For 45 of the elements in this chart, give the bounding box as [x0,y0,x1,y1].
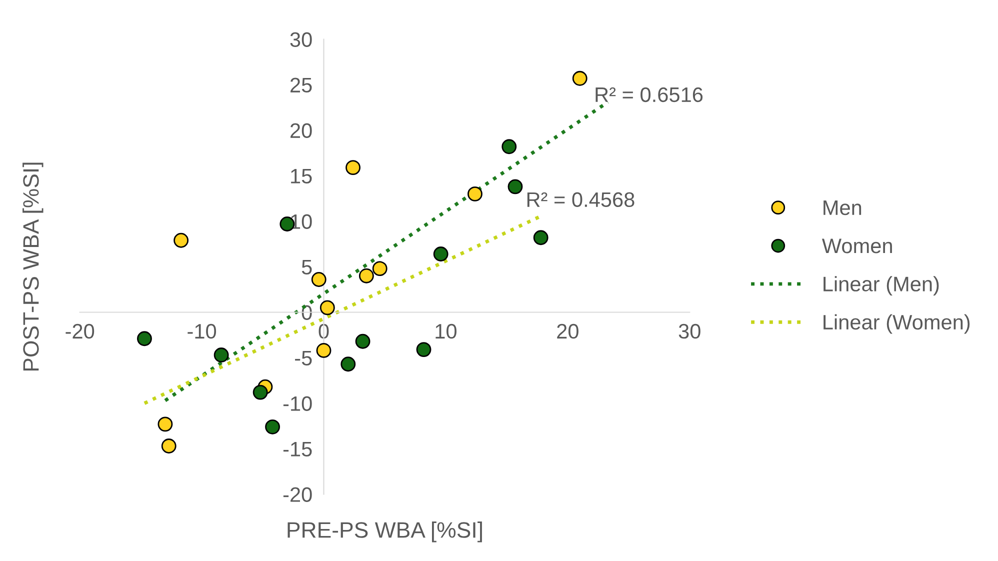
y-tick-label: 5 [302,260,312,275]
y-tick-label: 30 [290,32,312,48]
x-tick-label: 30 [678,324,700,339]
point [316,343,332,358]
annotation: R² = 0.4568 [527,192,634,208]
legend-label: Women [822,238,892,254]
y-tick-label: 20 [290,123,312,138]
point [358,268,374,284]
legend-label: Men [824,200,862,216]
y-tick-label: -20 [283,487,312,502]
x-tick-label: 0 [318,324,329,339]
point [214,348,229,362]
point [533,230,548,246]
x-tick-label: -20 [66,324,94,339]
point [572,70,588,86]
point [161,438,176,454]
x-axis-title: PRE-PS WBA [%SI] [288,522,482,542]
point [137,331,152,346]
legend-label: Linear (Men) [824,276,939,296]
point [433,246,448,262]
point [174,232,189,248]
y-tick-label: -10 [283,396,312,411]
x-tick-label: 10 [436,324,456,339]
y-tick-label: -5 [295,350,312,366]
point [372,261,388,276]
legend-label: Linear (Women) [824,314,970,334]
point [355,334,370,349]
x-tick-label: -10 [188,324,216,339]
y-tick-label: -15 [283,442,312,456]
point [252,384,268,400]
point [265,419,280,434]
point [502,139,517,154]
point [468,186,482,202]
point [508,179,523,194]
point [158,416,173,432]
point [320,300,335,316]
y-tick-label: 15 [291,168,312,184]
point [311,272,326,287]
annotation: R² = 0.6516 [596,87,703,102]
point [416,342,432,358]
x-tick-label: 20 [557,324,578,339]
y-axis-title: POST-PS WBA [%SI] [22,162,44,371]
y-tick-label: 25 [290,78,312,93]
point [346,160,360,176]
point [340,356,356,372]
